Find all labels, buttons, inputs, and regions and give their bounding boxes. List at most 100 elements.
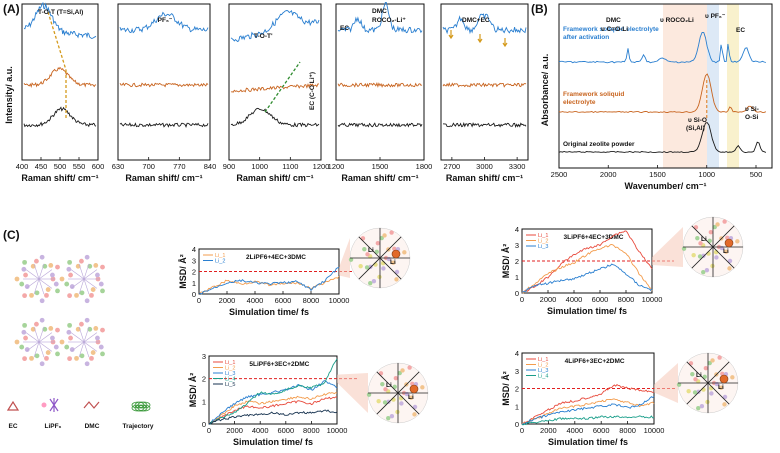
atom-marker <box>382 400 388 405</box>
raman-annotation: EC <box>340 25 349 32</box>
raman-tick-label: 630 <box>112 162 125 171</box>
species-legend-item: LiPF₆ <box>41 398 62 430</box>
atom-marker <box>29 355 34 361</box>
msd-ytick-label: 2 <box>515 385 519 394</box>
raman-annotation: DMC <box>372 8 387 15</box>
atom-marker <box>710 263 715 269</box>
atom-marker <box>66 329 72 335</box>
atom-marker <box>696 389 701 394</box>
li-ion-label: Li <box>696 372 702 379</box>
msd-ytick-label: 4 <box>515 349 519 358</box>
atom-marker <box>730 375 735 380</box>
msd-xlabel: Simulation time/ fs <box>229 307 309 317</box>
species-legend-label: Trajectory <box>122 423 153 430</box>
atom-marker <box>24 347 30 352</box>
atom-marker <box>420 385 425 390</box>
msd-xtick-label: 2000 <box>219 296 236 305</box>
atom-marker <box>22 259 27 265</box>
msd-plot-title: 5LiPF6+3EC+2DMC <box>249 361 309 368</box>
atom-marker <box>712 224 717 230</box>
atom-marker <box>14 339 20 345</box>
highlight-band <box>727 4 739 168</box>
zeolite-cage <box>14 254 60 304</box>
atom-marker <box>722 219 727 224</box>
msd-legend-label: Li_4 <box>538 374 548 380</box>
ftir-tick-label: 2000 <box>600 170 617 179</box>
bond-line <box>25 341 40 352</box>
atom-marker <box>723 249 729 254</box>
msd-legend-label: Li_3 <box>225 371 235 377</box>
msd-legend-label: Li_2 <box>215 259 225 265</box>
bond-line <box>83 326 90 343</box>
species-legend-label: DMC <box>85 423 100 430</box>
raman-tick-label: 840 <box>204 162 217 171</box>
raman-xlabel: Raman shift/ cm⁻¹ <box>125 173 202 183</box>
bond-line <box>78 326 85 343</box>
li-ion-label: Li <box>386 382 392 389</box>
raman-tick-label: 1000 <box>251 162 268 171</box>
msd-ytick-label: 0 <box>202 420 206 429</box>
msd-xtick-label: 2000 <box>226 426 243 435</box>
atom-marker <box>14 276 20 282</box>
zeolite-cage <box>59 317 105 367</box>
raman-annotation: EC (C-O Li⁺) <box>309 72 316 110</box>
msd-xtick-label: 0 <box>207 426 211 435</box>
raman-tick-label: 600 <box>92 162 105 171</box>
atom-marker <box>707 238 712 244</box>
bond-line <box>78 341 85 358</box>
msd-xtick-label: 6000 <box>593 426 610 435</box>
li-ion-highlight <box>719 374 729 384</box>
raman-tick-label: 1100 <box>282 162 298 171</box>
msd-series-line <box>198 275 340 294</box>
raman-annotation: T-O-T (T=Si,Al) <box>38 9 83 16</box>
atom-marker <box>79 258 84 264</box>
atom-marker <box>66 266 72 272</box>
trajectory-icon <box>137 404 151 412</box>
msd-ytick-label: 3 <box>192 256 196 265</box>
atom-marker <box>68 335 73 341</box>
msd-series-line <box>521 244 653 294</box>
atom-marker <box>74 292 79 298</box>
atom-marker <box>364 265 370 270</box>
ftir-annotation: (Si,Al) <box>686 125 705 132</box>
atom-marker <box>79 290 85 296</box>
raman-spectrum-line <box>230 83 319 93</box>
atom-marker <box>39 361 45 367</box>
atom-marker <box>34 353 40 359</box>
atom-marker <box>366 392 372 397</box>
atom-marker <box>735 239 740 244</box>
raman-tick-label: 700 <box>142 162 155 171</box>
msd-xtick-label: 4000 <box>566 426 583 435</box>
atom-marker <box>394 269 400 275</box>
atom-marker <box>717 355 722 360</box>
msd-legend-label: Li_1 <box>215 253 225 259</box>
atom-marker <box>59 339 65 345</box>
atom-marker <box>64 344 70 350</box>
curve-label-zeolite: Original zeolite powder <box>563 141 635 148</box>
curve-label-electrolyte: electrolyte <box>563 99 596 106</box>
atom-marker <box>698 241 703 246</box>
msd-legend-label: Li_1 <box>538 357 548 363</box>
msd-xtick-label: 10000 <box>642 295 663 304</box>
raman-axes-frame <box>228 3 322 161</box>
atom-marker <box>68 272 73 278</box>
raman-xlabel: Raman shift/ cm⁻¹ <box>446 173 523 183</box>
bond-line <box>38 341 53 352</box>
raman-annotation: PF₆⁻ <box>158 17 173 24</box>
bond-line <box>33 263 40 280</box>
raman-axes-frame <box>117 3 211 161</box>
bond-line <box>83 269 98 280</box>
raman-spectrum-line <box>442 13 527 35</box>
atom-marker <box>90 287 96 292</box>
raman-tick-label: 400 <box>16 162 29 171</box>
atom-marker <box>22 293 27 299</box>
atom-marker <box>53 281 59 287</box>
atom-marker <box>407 365 412 370</box>
atom-marker <box>55 288 60 294</box>
zoom-cone <box>339 238 350 278</box>
msd-xtick-label: 6000 <box>275 296 292 305</box>
msd-series-line <box>208 380 338 425</box>
ec-molecule-icon <box>6 400 20 411</box>
atom-marker <box>704 268 710 273</box>
msd-legend-label: Li_2 <box>538 363 548 369</box>
